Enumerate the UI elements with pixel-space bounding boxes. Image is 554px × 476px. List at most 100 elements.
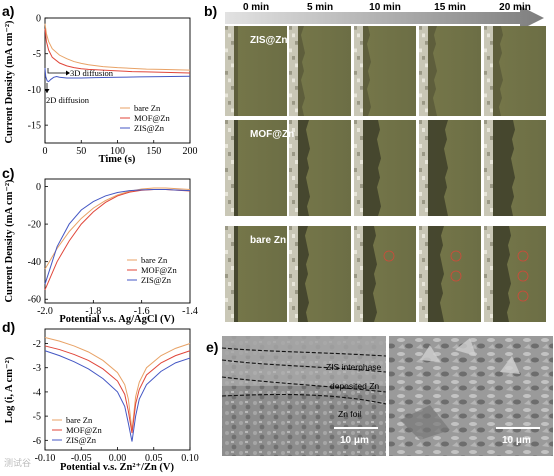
time-label-1: 5 min: [307, 2, 333, 13]
row-label-0: ZIS@Zn: [250, 35, 288, 46]
a-xtick-label: 150: [146, 146, 161, 157]
dendrite-marker: [383, 250, 395, 262]
scale-bar-f: [496, 427, 540, 429]
panel-d-letter: d): [2, 319, 15, 335]
panel-b-letter: b): [204, 3, 217, 19]
micrograph-r0-c2: [354, 26, 416, 116]
d-xtick-label: -0.05: [71, 453, 92, 464]
chart-c: -2.0 -1.8 -1.6 -1.4 0 -20 -40 -60 Potential v.s…: [4, 178, 198, 325]
label-deposited-zn: deposited Zn: [330, 381, 379, 391]
chart-d-xlabel: Potential v.s. Zn²⁺/Zn (V): [60, 462, 174, 473]
chart-a-frame: [44, 17, 191, 144]
c-legend-label-0: bare Zn: [141, 255, 168, 265]
c-ytick-label: -60: [28, 295, 41, 306]
panel-b-micrographs: 0 min 5 min 10 min 15 min 20 min ZIS@Zn MOF@Z…: [225, 2, 546, 322]
c-xtick-label: -1.6: [134, 306, 150, 317]
panel-a-letter: a): [2, 3, 14, 19]
dendrite-marker: [517, 250, 529, 262]
d-xtick-label: 0.00: [109, 453, 127, 464]
c-ytick-label: -40: [28, 257, 41, 268]
d-legend-label-1: MOF@Zn: [66, 425, 102, 435]
scale-label-e: 10 μm: [340, 435, 369, 446]
d-xtick-label: 0.10: [181, 453, 199, 464]
micrograph-r0-c3: [419, 26, 481, 116]
c-legend-label-2: ZIS@Zn: [141, 275, 172, 285]
c-xtick-label: -1.8: [85, 306, 101, 317]
micrograph-r2-c0: [225, 226, 287, 322]
chart-a-annotation-2d: 2D diffusion: [44, 83, 90, 105]
a-ytick-label: 0: [36, 14, 41, 25]
d-ytick-label: -4: [33, 387, 41, 398]
a-xtick-label: 0: [43, 146, 48, 157]
time-label-4: 20 min: [499, 2, 531, 13]
micrograph-r0-c1: [289, 26, 351, 116]
a-legend-label-1: MOF@Zn: [134, 113, 170, 123]
d-ytick-label: -2: [33, 339, 41, 350]
d-xtick-label: -0.10: [35, 453, 56, 464]
panel-c-letter: c): [2, 165, 14, 181]
annotation-3d-diffusion: 3D diffusion: [70, 68, 114, 78]
micrograph-r0-c0: [225, 26, 287, 116]
panel-e-sem: ZIS interphase deposited Zn Zn foil 10 μ…: [221, 336, 387, 456]
scale-bar-e: [334, 427, 378, 429]
time-arrow: [225, 6, 544, 30]
micrograph-r2-c4: [484, 226, 546, 322]
micrograph-r1-c4: [484, 120, 546, 216]
a-series-2-line: [44, 67, 191, 83]
row-label-2: bare Zn: [250, 235, 286, 246]
chart-a-xlabel: Time (s): [99, 154, 136, 165]
micrograph-r1-c1: [289, 120, 351, 216]
micrograph-r2-c3: [419, 226, 481, 322]
a-legend-label-0: bare Zn: [134, 103, 161, 113]
row-label-1: MOF@Zn: [250, 129, 294, 140]
chart-c-frame: [44, 178, 191, 304]
a-xtick-label: 100: [110, 146, 125, 157]
chart-d: -0.10 -0.05 0.00 0.05 0.10 -2 -3 -4 -5 -6 Potenti…: [4, 328, 199, 473]
dendrite-marker: [450, 250, 462, 262]
chart-c-xlabel: Potential v.s. Ag/AgCl (V): [59, 314, 175, 325]
scale-label-f: 10 μm: [502, 435, 531, 446]
c-ytick-label: 0: [36, 182, 41, 193]
chart-a: 0 50 100 150 200 0 -5 -10 -15 Time (s) Current D…: [4, 14, 198, 166]
a-ytick-label: -5: [33, 49, 41, 60]
a-series-0-line: [44, 23, 191, 71]
a-ytick-label: -15: [28, 121, 41, 132]
a-xtick-label: 200: [183, 146, 198, 157]
a-legend-label-2: ZIS@Zn: [134, 123, 165, 133]
a-ytick-label: -10: [28, 85, 41, 96]
annotation-2d-diffusion: 2D diffusion: [46, 95, 90, 105]
d-ytick-label: -3: [33, 363, 41, 374]
d-xtick-label: 0.05: [145, 453, 163, 464]
c-xtick-label: -2.0: [37, 306, 53, 317]
d-series-1-line: [44, 345, 191, 434]
d-ytick-label: -5: [33, 412, 41, 423]
micrograph-r2-c2: [354, 226, 416, 322]
dendrite-marker: [517, 270, 529, 282]
chart-c-ylabel: Current Density (mA cm⁻²): [4, 179, 15, 303]
chart-a-ylabel: Current Density (mA cm⁻²): [4, 20, 15, 144]
micrograph-r2-c1: [289, 226, 351, 322]
c-xtick-label: -1.4: [182, 306, 198, 317]
time-label-0: 0 min: [243, 2, 269, 13]
d-series-2-line: [44, 350, 191, 442]
panel-e-letter: e): [206, 339, 218, 355]
d-legend-label-2: ZIS@Zn: [66, 435, 97, 445]
a-xtick-label: 50: [76, 146, 86, 157]
d-series-0-line: [44, 336, 191, 431]
label-zn-foil: Zn foil: [338, 409, 361, 419]
micrograph-r1-c2: [354, 120, 416, 216]
c-series-0-line: [44, 187, 191, 270]
dendrite-marker: [450, 270, 462, 282]
dendrite-marker: [517, 290, 529, 302]
micrograph-r0-c4: [484, 26, 546, 116]
c-series-2-line: [44, 189, 191, 285]
watermark: 测试谷: [4, 457, 31, 469]
chart-d-ylabel: Log (i, A cm⁻²): [4, 356, 15, 423]
c-ytick-label: -20: [28, 220, 41, 231]
time-label-3: 15 min: [434, 2, 466, 13]
chart-a-annotation-3d: 3D diffusion: [47, 68, 114, 78]
a-series-1-line: [44, 28, 191, 74]
c-legend-label-1: MOF@Zn: [141, 265, 177, 275]
label-zis-interphase: ZIS interphase: [326, 362, 382, 372]
